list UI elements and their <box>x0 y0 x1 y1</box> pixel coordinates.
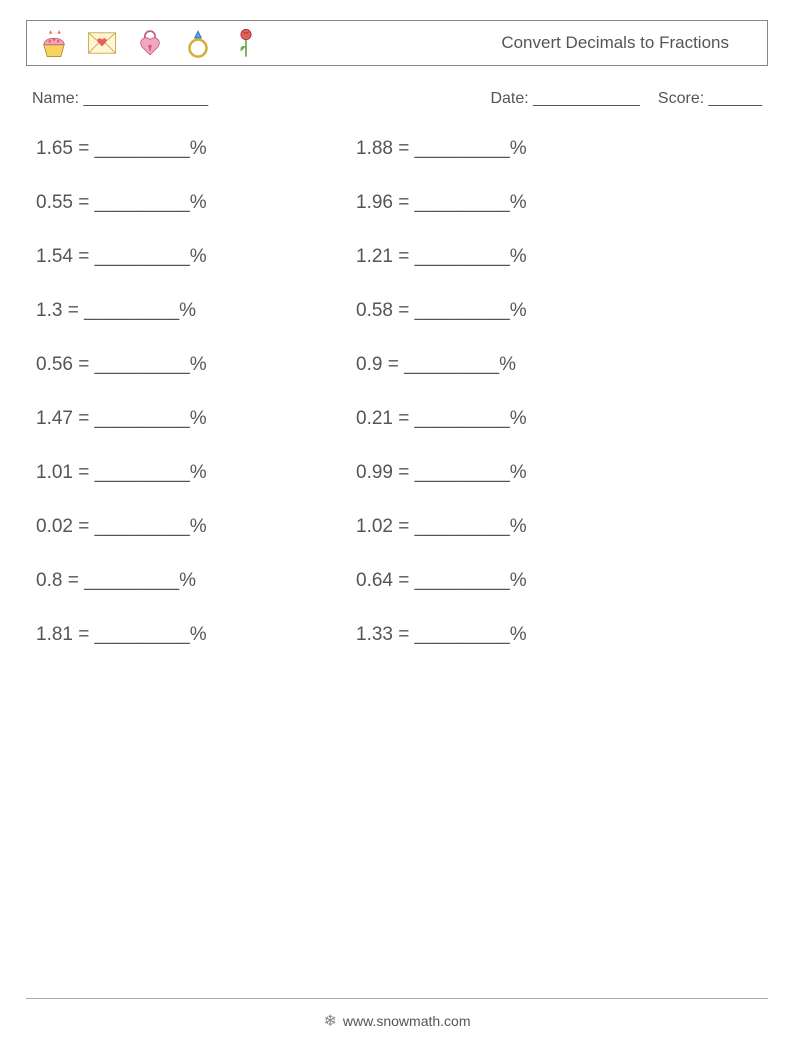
problem-item: 0.58 = _________% <box>356 300 676 322</box>
problem-item: 0.56 = _________% <box>36 354 356 376</box>
problem-item: 1.01 = _________% <box>36 462 356 484</box>
worksheet-title: Convert Decimals to Fractions <box>263 33 757 53</box>
header-icons <box>37 26 263 60</box>
problems-grid: 1.65 = _________%1.88 = _________% 0.55 =… <box>26 138 768 646</box>
problem-item: 0.21 = _________% <box>356 408 676 430</box>
name-field: Name: ______________ <box>32 90 490 108</box>
problem-item: 1.54 = _________% <box>36 246 356 268</box>
problem-item: 0.64 = _________% <box>356 570 676 592</box>
footer-url: www.snowmath.com <box>343 1013 471 1029</box>
ring-icon <box>181 26 215 60</box>
footer-rule <box>26 998 768 999</box>
problem-item: 1.47 = _________% <box>36 408 356 430</box>
problem-item: 1.02 = _________% <box>356 516 676 538</box>
problem-item: 1.96 = _________% <box>356 192 676 214</box>
footer: ❄ www.snowmath.com <box>0 1011 794 1031</box>
problem-item: 1.33 = _________% <box>356 624 676 646</box>
problem-item: 0.9 = _________% <box>356 354 676 376</box>
problem-item: 1.21 = _________% <box>356 246 676 268</box>
heart-lock-icon <box>133 26 167 60</box>
problem-item: 0.8 = _________% <box>36 570 356 592</box>
meta-row: Name: ______________ Date: ____________ … <box>26 90 768 108</box>
score-field: Score: ______ <box>658 90 762 108</box>
header-box: Convert Decimals to Fractions <box>26 20 768 66</box>
problem-item: 1.81 = _________% <box>36 624 356 646</box>
problem-item: 0.55 = _________% <box>36 192 356 214</box>
love-letter-icon <box>85 26 119 60</box>
problem-item: 1.88 = _________% <box>356 138 676 160</box>
problem-item: 1.3 = _________% <box>36 300 356 322</box>
problem-item: 0.99 = _________% <box>356 462 676 484</box>
date-field: Date: ____________ <box>490 90 639 108</box>
cupcake-icon <box>37 26 71 60</box>
rose-icon <box>229 26 263 60</box>
snowflake-icon: ❄ <box>324 1011 337 1031</box>
problem-item: 1.65 = _________% <box>36 138 356 160</box>
problem-item: 0.02 = _________% <box>36 516 356 538</box>
